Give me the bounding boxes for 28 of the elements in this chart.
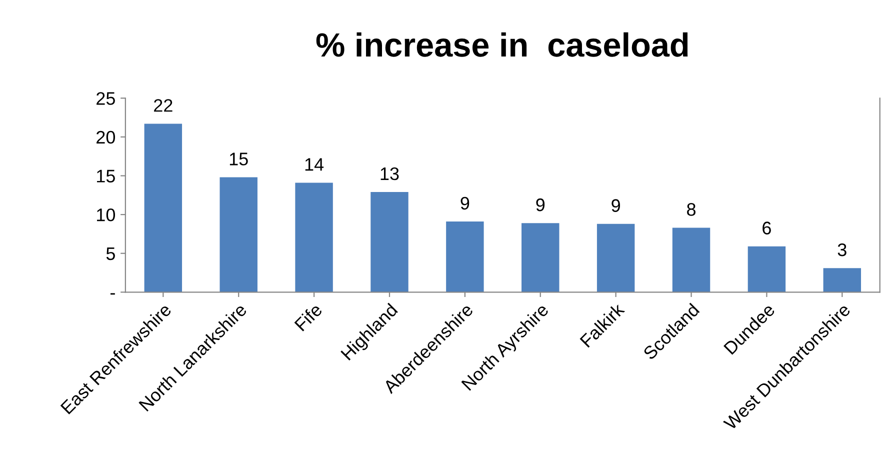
bar [823,268,862,292]
y-tick-label: 5 [106,247,115,260]
y-tick-label: 15 [97,170,115,182]
data-label: 9 [536,198,545,212]
bar [522,223,560,292]
data-label: 9 [612,199,620,212]
bar [370,192,408,292]
bar [672,228,710,292]
bar [596,224,635,292]
y-tick-label: 25 [96,92,115,105]
bar [220,177,258,292]
data-label: 6 [762,222,771,234]
bar [446,222,484,292]
data-label: 15 [230,152,248,166]
bar [144,124,182,292]
bar [295,182,333,292]
bar [748,246,786,292]
data-label: 22 [154,99,172,112]
data-label: 9 [460,196,470,210]
data-label: 14 [305,158,324,171]
x-tick-label: Fife [294,302,323,332]
chart-title: % increase in caseload [316,32,688,57]
data-label: 13 [380,167,399,180]
y-tick-label: - [110,293,115,295]
y-tick-label: 20 [96,130,116,144]
data-label: 8 [687,203,696,216]
data-label: 3 [838,243,846,256]
y-tick-label: 10 [97,208,116,222]
